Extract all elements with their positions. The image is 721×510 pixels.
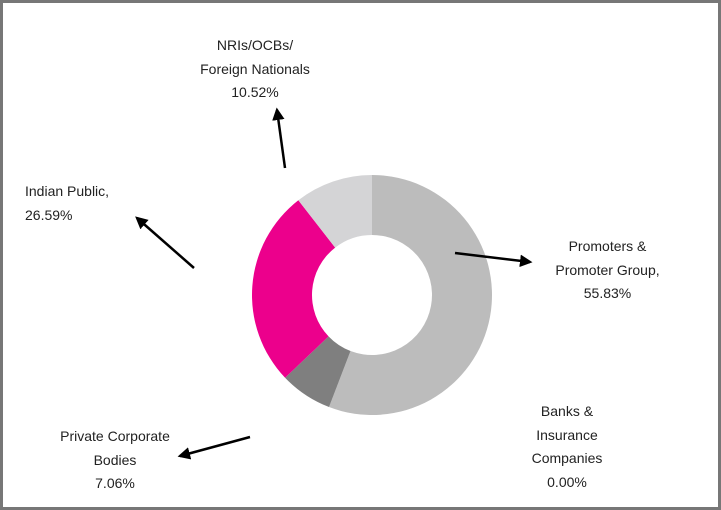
value-label: 10.52% (231, 84, 279, 100)
donut-slice (252, 200, 336, 378)
slice-label: Banks & Insurance Companies 0.00% (527, 400, 607, 494)
value-label: 26.59% (25, 206, 73, 223)
value-label: 0.00% (547, 473, 587, 490)
category-label: Indian Public, (25, 183, 110, 199)
value-label: 7.06% (95, 475, 135, 491)
category-label: Private Corporate Bodies (60, 428, 170, 468)
donut-slice (285, 336, 351, 408)
value-label: 55.83% (583, 285, 632, 301)
slice-label: Promoters & Promoter Group, 55.83% (545, 235, 670, 306)
category-label: Banks & Insurance Companies (531, 403, 603, 466)
leader-arrow (272, 107, 287, 169)
leader-arrow (454, 251, 533, 268)
slice-label: NRIs/OCBs/ Foreign Nationals 10.52% (195, 34, 315, 105)
category-label: NRIs/OCBs/ Foreign Nationals (200, 37, 310, 77)
donut-slice (329, 175, 492, 415)
slice-label: Private Corporate Bodies 7.06% (45, 425, 185, 496)
leader-arrow (135, 216, 195, 269)
slice-label: Indian Public, 26.59% (25, 180, 135, 227)
donut-slice (298, 175, 372, 248)
leader-arrow (177, 435, 251, 460)
category-label: Promoters & Promoter Group, (555, 238, 660, 278)
